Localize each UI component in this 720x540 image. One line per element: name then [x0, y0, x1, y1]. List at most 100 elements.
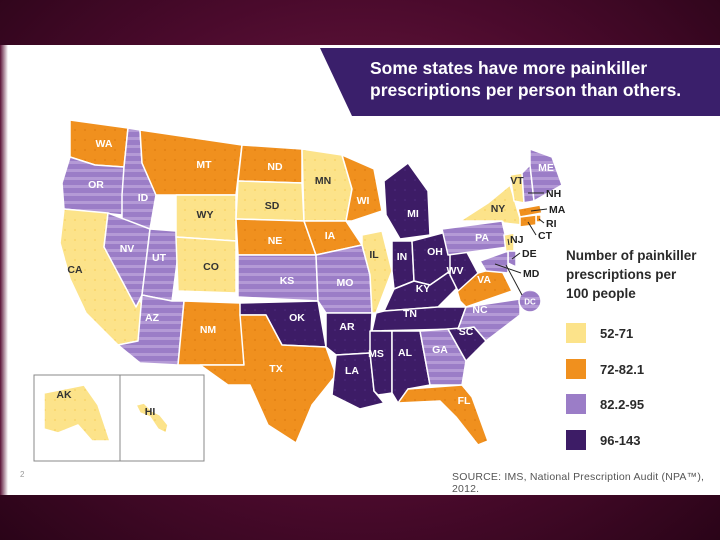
state-label-pa: PA: [475, 232, 489, 244]
state-label-ks: KS: [280, 275, 295, 287]
title-line-1: Some states have more painkiller: [370, 58, 648, 78]
state-label-ut: UT: [152, 252, 167, 264]
leader-line-ma: [530, 208, 548, 212]
state-label-wy: WY: [197, 209, 214, 221]
page-number: 2: [20, 470, 25, 479]
legend-title-line-1: Number of painkiller: [566, 248, 697, 263]
state-co: [175, 236, 237, 294]
state-label-nv: NV: [120, 243, 135, 255]
state-label-nd: ND: [267, 161, 283, 173]
hawaii-inset-frame: [119, 374, 205, 462]
legend-label: 72-82.1: [600, 361, 645, 377]
state-label-nh: NH: [546, 188, 561, 200]
state-label-va: VA: [477, 274, 491, 286]
state-wi: [341, 154, 383, 222]
state-label-fl: FL: [458, 395, 471, 407]
state-label-dc: DC: [524, 298, 536, 307]
bottom-bar: [0, 495, 720, 540]
state-label-ia: IA: [325, 230, 336, 242]
state-label-al: AL: [398, 347, 413, 359]
state-il: [361, 230, 393, 314]
state-tx: [199, 314, 337, 444]
state-ms: [369, 330, 393, 396]
state-label-ny: NY: [491, 203, 506, 215]
leader-line-ct: [527, 221, 537, 236]
state-label-ak: AK: [56, 389, 72, 401]
state-label-ar: AR: [339, 321, 355, 333]
state-label-sd: SD: [265, 200, 280, 212]
state-label-ri: RI: [546, 218, 557, 230]
leader-line-de: [511, 252, 521, 260]
legend-swatch: [566, 359, 586, 379]
state-label-id: ID: [138, 192, 149, 204]
state-label-tn: TN: [403, 308, 417, 320]
leader-line-dc: [505, 264, 523, 296]
state-label-mn: MN: [315, 175, 331, 187]
state-me: [529, 148, 563, 202]
legend-title-line-2: prescriptions per: [566, 267, 677, 282]
state-label-mi: MI: [407, 208, 419, 220]
state-az: [117, 294, 185, 366]
state-label-wv: WV: [447, 265, 464, 277]
state-mi: [383, 162, 431, 240]
state-dc: [518, 289, 542, 313]
state-label-oh: OH: [427, 246, 443, 258]
legend-swatch: [566, 430, 586, 450]
state-md: [479, 250, 509, 274]
state-label-la: LA: [345, 365, 359, 377]
state-label-il: IL: [369, 249, 379, 261]
state-label-in: IN: [397, 251, 408, 263]
state-label-nm: NM: [200, 324, 217, 336]
us-map: WA OR CA ID NV UT AZ MT WY CO NM ND SD NE KS OK TX MN IA MO…: [33, 119, 566, 462]
legend-item: 52-71: [566, 322, 633, 344]
legend-title: Number of painkiller prescriptions per 1…: [566, 246, 716, 303]
title-banner: [320, 48, 720, 116]
state-label-wa: WA: [96, 138, 113, 150]
legend-label: 52-71: [600, 325, 634, 341]
slide-title: Some states have more painkiller prescri…: [370, 57, 710, 101]
leader-line-nj: [507, 238, 510, 246]
title-line-2: prescriptions per person than others.: [370, 80, 682, 100]
state-label-ga: GA: [432, 344, 448, 356]
state-label-mt: MT: [196, 159, 212, 171]
legend-label: 82.2-95: [600, 396, 645, 412]
state-label-ca: CA: [67, 264, 83, 276]
legend-item: 72-82.1: [566, 358, 644, 380]
state-nv: [103, 212, 151, 308]
state-label-mo: MO: [337, 277, 354, 289]
state-label-de: DE: [522, 248, 537, 260]
state-label-ne: NE: [268, 235, 283, 247]
state-hi: [135, 402, 169, 434]
state-ut: [141, 228, 179, 302]
state-label-wi: WI: [357, 195, 370, 207]
state-label-az: AZ: [145, 312, 160, 324]
state-label-md: MD: [523, 268, 540, 280]
source-note: SOURCE: IMS, National Prescription Audit…: [452, 471, 705, 495]
state-ks: [237, 254, 319, 302]
state-label-ok: OK: [289, 312, 305, 324]
state-label-tx: TX: [269, 363, 282, 375]
state-fl: [397, 384, 489, 446]
state-ak: [43, 384, 111, 442]
legend-title-line-3: 100 people: [566, 286, 636, 301]
state-label-co: CO: [203, 261, 219, 273]
legend-item: 96-143: [566, 429, 640, 451]
state-ga: [419, 328, 467, 386]
state-label-me: ME: [538, 162, 554, 174]
state-tn: [371, 306, 467, 332]
state-mt: [139, 129, 243, 196]
state-label-sc: SC: [459, 326, 474, 338]
state-ar: [325, 312, 373, 356]
state-label-hi: HI: [145, 406, 156, 418]
state-label-ma: MA: [549, 204, 566, 216]
state-label-or: OR: [88, 179, 104, 191]
legend-label: 96-143: [600, 432, 641, 448]
legend-swatch: [566, 323, 586, 343]
state-label-nc: NC: [472, 304, 488, 316]
state-label-nj: NJ: [510, 234, 524, 246]
state-ma: [517, 204, 543, 218]
state-label-vt: VT: [510, 175, 524, 187]
state-ct: [519, 214, 537, 228]
legend-item: 82.2-95: [566, 393, 644, 415]
state-label-ky: KY: [416, 283, 431, 295]
